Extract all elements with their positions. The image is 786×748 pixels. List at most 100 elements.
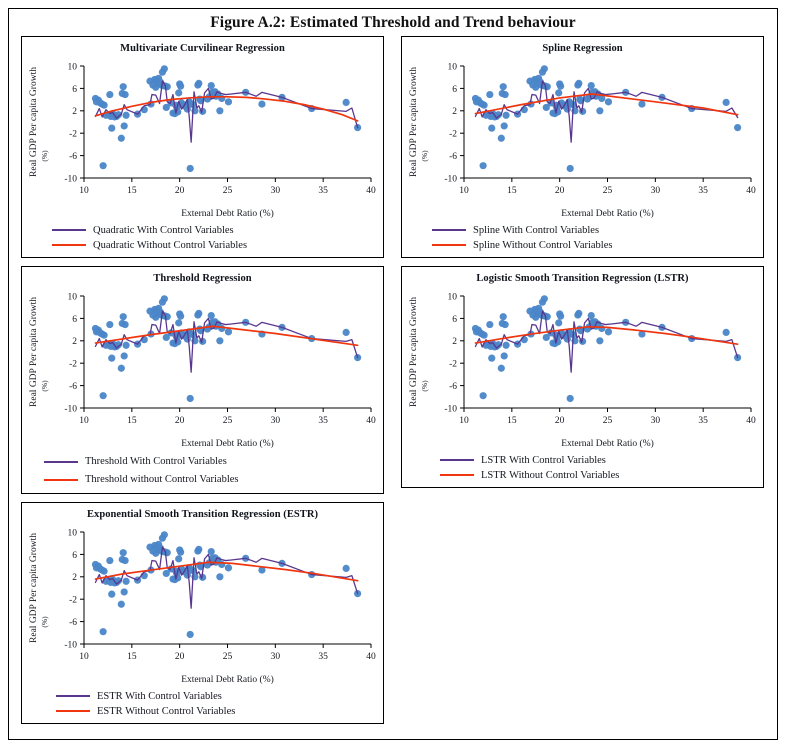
legend-label: ESTR With Control Variables — [97, 690, 222, 702]
x-tick-label: 40 — [366, 186, 376, 196]
series-line — [94, 310, 359, 373]
legend-item-without-control: Quadratic Without Control Variables — [52, 238, 383, 253]
figure-frame: Figure A.2: Estimated Threshold and Tren… — [8, 8, 778, 740]
x-tick-label: 15 — [127, 416, 137, 426]
y-tick-label: 6 — [452, 84, 457, 94]
y-tick-label: 2 — [452, 107, 457, 117]
scatter-point — [108, 124, 116, 132]
scatter-point — [106, 90, 114, 98]
line-swatch-icon — [56, 695, 90, 698]
y-tick-label: -2 — [69, 129, 77, 139]
y-tick-label: -2 — [69, 595, 77, 605]
legend-label: LSTR With Control Variables — [481, 454, 606, 466]
scatter-point — [160, 530, 168, 538]
x-tick-label: 40 — [366, 652, 376, 662]
scatter-point — [207, 547, 215, 555]
scatter-point — [224, 563, 233, 571]
scatter-point — [195, 545, 203, 553]
x-tick-label: 30 — [271, 416, 281, 426]
series-line — [474, 80, 739, 143]
x-tick-label: 20 — [175, 416, 185, 426]
panel-title: Exponential Smooth Transition Regression… — [86, 509, 319, 520]
x-tick-label: 30 — [271, 186, 281, 196]
series-line — [94, 80, 359, 143]
scatter-point — [540, 64, 548, 72]
scatter-point — [638, 330, 646, 338]
panel-exponential-smooth-transition-regression: Exponential Smooth Transition Regression… — [21, 502, 384, 724]
scatter-point — [106, 556, 114, 564]
series-line — [474, 325, 739, 345]
scatter-point — [195, 309, 203, 317]
scatter-point — [258, 566, 266, 574]
x-axis-title: External Debt Ratio (%) — [561, 438, 654, 449]
panel-title: Logistic Smooth Transition Regression (L… — [476, 273, 689, 284]
scatter-point — [575, 79, 583, 87]
line-swatch-icon — [52, 229, 86, 232]
x-tick-label: 40 — [746, 186, 756, 196]
scatter-point — [186, 164, 194, 172]
legend-item-with-control: Threshold With Control Variables — [44, 453, 383, 471]
scatter-point — [186, 394, 194, 402]
scatter-point — [195, 79, 203, 87]
y-tick-label: -6 — [449, 382, 457, 392]
line-swatch-icon — [432, 229, 466, 232]
scatter-point — [499, 82, 507, 90]
y-axis-ticks: -10 -6 -2 2 6 10 — [444, 62, 464, 184]
scatter-point — [502, 341, 510, 349]
chart-svg: -10 -6 -2 2 6 10 10 15 20 25 30 35 40 External Debt R… — [29, 292, 376, 449]
scatter-point — [216, 572, 224, 580]
y-axis-title: Real GDP Per capita Growth — [29, 532, 39, 642]
y-axis-title: Real GDP Per capita Growth — [409, 66, 419, 176]
y-tick-label: 2 — [72, 107, 77, 117]
scatter-point — [108, 354, 116, 362]
x-tick-label: 15 — [127, 652, 137, 662]
legend-item-with-control: LSTR With Control Variables — [440, 453, 763, 468]
scatter-point — [122, 341, 130, 349]
scatter-point — [100, 101, 108, 109]
scatter-point — [575, 309, 583, 317]
x-axis-title: External Debt Ratio (%) — [181, 674, 274, 685]
plot-area: -10 -6 -2 2 6 10 10 15 20 25 30 35 40 External Debt R… — [402, 56, 763, 222]
scatter-point — [566, 164, 574, 172]
scatter-point — [122, 577, 130, 585]
plot-area: -10 -6 -2 2 6 10 10 15 20 25 30 35 40 External Debt R… — [402, 286, 763, 452]
line-swatch-icon — [52, 244, 86, 247]
x-tick-label: 20 — [175, 652, 185, 662]
scatter-point — [555, 318, 563, 327]
scatter-point — [596, 106, 604, 114]
scatter-point — [207, 81, 215, 89]
scatter-point — [542, 103, 550, 111]
scatter-point — [342, 328, 350, 336]
scatter-point — [119, 548, 127, 556]
scatter-points — [471, 294, 742, 402]
x-tick-label: 10 — [79, 652, 89, 662]
panel-threshold-regression: Threshold Regression -10 -6 -2 2 6 10 10 15 20 25… — [21, 266, 384, 494]
scatter-point — [500, 121, 508, 130]
scatter-point — [488, 124, 496, 132]
legend-item-without-control: LSTR Without Control Variables — [440, 468, 763, 483]
y-tick-label: -6 — [69, 152, 77, 162]
plot-area: -10 -6 -2 2 6 10 10 15 20 25 30 35 40 External Debt R… — [22, 286, 383, 452]
x-tick-label: 10 — [79, 186, 89, 196]
legend-item-without-control: Threshold without Control Variables — [44, 471, 383, 489]
x-axis-title: External Debt Ratio (%) — [561, 208, 654, 219]
scatter-point — [114, 110, 123, 118]
y-axis-title: Real GDP Per capita Growth — [29, 66, 39, 176]
line-swatch-icon — [56, 710, 90, 713]
axes — [83, 295, 371, 409]
scatter-point — [100, 331, 108, 339]
plot-area: -10 -6 -2 2 6 10 10 15 20 25 30 35 40 External Debt R… — [22, 56, 383, 222]
y-tick-label: -6 — [69, 382, 77, 392]
x-tick-label: 40 — [366, 416, 376, 426]
y-tick-label: 6 — [72, 314, 77, 324]
x-tick-label: 20 — [555, 416, 565, 426]
panel-title: Spline Regression — [542, 43, 623, 54]
scatter-point — [160, 294, 168, 302]
scatter-point — [218, 324, 226, 332]
scatter-point — [480, 101, 488, 109]
x-tick-label: 25 — [223, 186, 233, 196]
scatter-point — [162, 333, 170, 341]
scatter-point — [99, 627, 107, 635]
scatter-point — [722, 98, 730, 106]
series-line — [474, 92, 739, 116]
